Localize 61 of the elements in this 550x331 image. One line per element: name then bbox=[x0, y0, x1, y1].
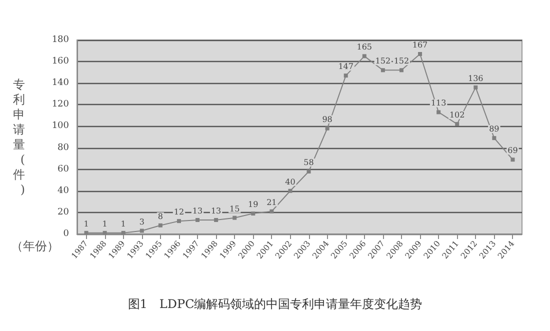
point bbox=[455, 122, 460, 126]
data-label: 1 bbox=[120, 219, 126, 228]
data-label: 21 bbox=[266, 198, 277, 207]
point bbox=[325, 126, 330, 130]
y-axis-title: 专利申请量(件) bbox=[13, 78, 25, 196]
data-label: 58 bbox=[304, 158, 314, 167]
y-tick-label: 160 bbox=[52, 56, 70, 67]
point bbox=[380, 68, 385, 72]
y-tick-label: 60 bbox=[58, 164, 70, 174]
data-label: 89 bbox=[489, 124, 500, 134]
point bbox=[251, 212, 256, 216]
y-tick-label: 100 bbox=[52, 121, 70, 132]
y-tick-label: 180 bbox=[52, 35, 70, 45]
data-label: 113 bbox=[430, 98, 446, 108]
data-label: 8 bbox=[158, 212, 163, 221]
point bbox=[176, 219, 181, 224]
y-tick-label: 40 bbox=[58, 186, 70, 196]
y-tick-label: 20 bbox=[58, 207, 70, 218]
y-tick-label: 140 bbox=[52, 78, 70, 88]
point bbox=[214, 218, 218, 222]
data-label: 152 bbox=[375, 56, 391, 66]
point bbox=[158, 223, 162, 228]
data-label: 165 bbox=[356, 42, 372, 52]
point bbox=[84, 230, 88, 235]
y-tick-label: 80 bbox=[58, 142, 70, 153]
data-label: 136 bbox=[468, 74, 484, 83]
point bbox=[306, 169, 311, 174]
point bbox=[474, 85, 478, 90]
x-axis-title: （年份） bbox=[11, 239, 59, 253]
data-label: 13 bbox=[210, 206, 222, 216]
data-label: 167 bbox=[412, 40, 428, 50]
data-label: 12 bbox=[174, 208, 184, 217]
data-label: 40 bbox=[285, 177, 296, 186]
data-label: 102 bbox=[449, 110, 465, 120]
y-tick-label: 0 bbox=[63, 229, 70, 239]
point bbox=[344, 74, 348, 78]
data-label: 147 bbox=[338, 62, 354, 72]
point bbox=[399, 68, 404, 72]
data-label: 13 bbox=[192, 206, 203, 216]
point bbox=[102, 230, 107, 235]
point bbox=[418, 52, 422, 56]
text: 图1 LDPC编解码领域的中国专利申请量年度变化趋势 bbox=[128, 297, 422, 311]
data-label: 1 bbox=[102, 219, 108, 228]
point bbox=[121, 230, 126, 235]
data-label: 1 bbox=[84, 219, 89, 228]
point bbox=[362, 54, 366, 58]
y-tick-label: 120 bbox=[52, 100, 70, 110]
data-label: 19 bbox=[248, 200, 258, 210]
point bbox=[510, 158, 515, 162]
data-label: 98 bbox=[322, 114, 332, 124]
point bbox=[270, 209, 274, 214]
point bbox=[288, 188, 292, 193]
point bbox=[492, 136, 496, 140]
data-label: 152 bbox=[394, 56, 410, 66]
point bbox=[436, 110, 441, 114]
data-label: 3 bbox=[139, 217, 144, 226]
point bbox=[196, 218, 200, 222]
point bbox=[232, 216, 237, 220]
data-label: 15 bbox=[230, 204, 240, 214]
data-label: 69 bbox=[508, 146, 518, 156]
point bbox=[140, 228, 144, 233]
